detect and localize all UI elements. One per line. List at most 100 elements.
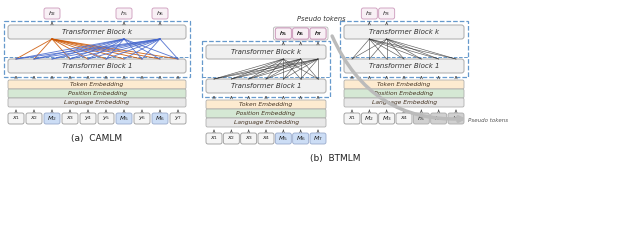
FancyBboxPatch shape bbox=[206, 45, 326, 59]
Text: $x_{3}$: $x_{3}$ bbox=[244, 135, 253, 143]
Bar bbox=[202, 41, 330, 97]
Text: Transformer Block k: Transformer Block k bbox=[231, 49, 301, 55]
Text: Token Embedding: Token Embedding bbox=[239, 102, 292, 107]
Text: $M_{3}$: $M_{3}$ bbox=[382, 114, 392, 123]
Text: $x_{1}$: $x_{1}$ bbox=[12, 114, 20, 122]
Bar bbox=[4, 21, 190, 77]
FancyBboxPatch shape bbox=[292, 133, 308, 144]
Text: $h_{3}$: $h_{3}$ bbox=[383, 9, 391, 18]
Text: $x_{2}$: $x_{2}$ bbox=[227, 135, 236, 143]
Text: $h_{5}$: $h_{5}$ bbox=[120, 9, 128, 18]
FancyBboxPatch shape bbox=[116, 8, 132, 19]
FancyBboxPatch shape bbox=[62, 113, 78, 124]
Text: $h_{6}$: $h_{6}$ bbox=[296, 29, 305, 38]
FancyBboxPatch shape bbox=[80, 113, 96, 124]
Text: $M_{7}$: $M_{7}$ bbox=[313, 134, 323, 143]
FancyBboxPatch shape bbox=[310, 28, 326, 39]
FancyBboxPatch shape bbox=[206, 133, 222, 144]
FancyBboxPatch shape bbox=[431, 113, 447, 124]
Text: $h_{6}$: $h_{6}$ bbox=[296, 29, 305, 38]
FancyBboxPatch shape bbox=[26, 113, 42, 124]
Bar bbox=[340, 21, 468, 77]
FancyBboxPatch shape bbox=[379, 113, 395, 124]
FancyBboxPatch shape bbox=[275, 28, 291, 39]
FancyBboxPatch shape bbox=[206, 79, 326, 93]
Text: $h_{7}$: $h_{7}$ bbox=[452, 114, 460, 123]
Text: (b)  BTMLM: (b) BTMLM bbox=[310, 154, 360, 162]
Text: Transformer Block 1: Transformer Block 1 bbox=[231, 83, 301, 89]
FancyBboxPatch shape bbox=[292, 28, 308, 39]
FancyBboxPatch shape bbox=[362, 8, 378, 19]
Text: $h_{7}$: $h_{7}$ bbox=[314, 29, 322, 38]
FancyBboxPatch shape bbox=[379, 8, 395, 19]
Text: $x_{2}$: $x_{2}$ bbox=[30, 114, 38, 122]
Text: $h_{2}$: $h_{2}$ bbox=[365, 9, 374, 18]
Text: $h_{5}$: $h_{5}$ bbox=[279, 29, 287, 38]
FancyBboxPatch shape bbox=[344, 59, 464, 73]
Text: $h_{5}$: $h_{5}$ bbox=[417, 114, 426, 123]
FancyBboxPatch shape bbox=[223, 133, 239, 144]
Text: $x_{3}$: $x_{3}$ bbox=[66, 114, 74, 122]
FancyBboxPatch shape bbox=[44, 113, 60, 124]
FancyBboxPatch shape bbox=[258, 133, 274, 144]
Text: Token Embedding: Token Embedding bbox=[378, 82, 431, 87]
FancyBboxPatch shape bbox=[292, 28, 308, 39]
Text: Language Embedding: Language Embedding bbox=[65, 100, 129, 105]
Text: Position Embedding: Position Embedding bbox=[237, 111, 296, 116]
FancyBboxPatch shape bbox=[206, 100, 326, 109]
Text: $x_{1}$: $x_{1}$ bbox=[210, 135, 218, 143]
Text: $x_{4}$: $x_{4}$ bbox=[262, 135, 270, 143]
Text: Transformer Block k: Transformer Block k bbox=[62, 29, 132, 35]
FancyBboxPatch shape bbox=[8, 89, 186, 98]
Text: $x_{4}$: $x_{4}$ bbox=[400, 114, 408, 122]
FancyBboxPatch shape bbox=[344, 113, 360, 124]
FancyBboxPatch shape bbox=[310, 133, 326, 144]
FancyBboxPatch shape bbox=[134, 113, 150, 124]
FancyArrowPatch shape bbox=[332, 36, 462, 121]
FancyBboxPatch shape bbox=[396, 113, 412, 124]
Text: Transformer Block k: Transformer Block k bbox=[369, 29, 439, 35]
FancyBboxPatch shape bbox=[8, 80, 186, 89]
Text: $M_{6}$: $M_{6}$ bbox=[296, 134, 305, 143]
FancyBboxPatch shape bbox=[116, 113, 132, 124]
FancyBboxPatch shape bbox=[241, 133, 257, 144]
Text: Pseudo tokens: Pseudo tokens bbox=[468, 118, 508, 123]
FancyBboxPatch shape bbox=[362, 113, 378, 124]
Text: Language Embedding: Language Embedding bbox=[371, 100, 436, 105]
Text: $y_{7}$: $y_{7}$ bbox=[174, 114, 182, 122]
FancyBboxPatch shape bbox=[98, 113, 114, 124]
Text: $h_{2}$: $h_{2}$ bbox=[48, 9, 56, 18]
FancyBboxPatch shape bbox=[344, 98, 464, 107]
Text: $h_{5}$: $h_{5}$ bbox=[279, 29, 287, 38]
FancyBboxPatch shape bbox=[448, 113, 464, 124]
Text: $M_{5}$: $M_{5}$ bbox=[278, 134, 288, 143]
FancyBboxPatch shape bbox=[44, 8, 60, 19]
FancyBboxPatch shape bbox=[8, 113, 24, 124]
Text: Position Embedding: Position Embedding bbox=[67, 91, 127, 96]
FancyBboxPatch shape bbox=[413, 113, 429, 124]
Text: $M_{5}$: $M_{5}$ bbox=[119, 114, 129, 123]
FancyBboxPatch shape bbox=[206, 118, 326, 127]
Text: $y_{4}$: $y_{4}$ bbox=[84, 114, 92, 122]
Text: $h_{7}$: $h_{7}$ bbox=[314, 29, 322, 38]
Text: $h_{6}$: $h_{6}$ bbox=[435, 114, 443, 123]
FancyBboxPatch shape bbox=[152, 113, 168, 124]
FancyBboxPatch shape bbox=[170, 113, 186, 124]
Text: $y_{5}$: $y_{5}$ bbox=[102, 114, 110, 122]
FancyBboxPatch shape bbox=[275, 28, 291, 39]
FancyBboxPatch shape bbox=[206, 109, 326, 118]
Text: Pseudo tokens: Pseudo tokens bbox=[297, 16, 346, 22]
FancyBboxPatch shape bbox=[310, 28, 326, 39]
Text: $M_{2}$: $M_{2}$ bbox=[47, 114, 57, 123]
Text: $y_{6}$: $y_{6}$ bbox=[138, 114, 146, 122]
Text: Language Embedding: Language Embedding bbox=[234, 120, 298, 125]
FancyBboxPatch shape bbox=[344, 89, 464, 98]
FancyBboxPatch shape bbox=[344, 25, 464, 39]
Text: $x_{1}$: $x_{1}$ bbox=[348, 114, 356, 122]
Text: $M_{2}$: $M_{2}$ bbox=[364, 114, 374, 123]
FancyBboxPatch shape bbox=[8, 25, 186, 39]
FancyBboxPatch shape bbox=[152, 8, 168, 19]
FancyBboxPatch shape bbox=[8, 59, 186, 73]
FancyBboxPatch shape bbox=[344, 80, 464, 89]
Text: Token Embedding: Token Embedding bbox=[70, 82, 124, 87]
